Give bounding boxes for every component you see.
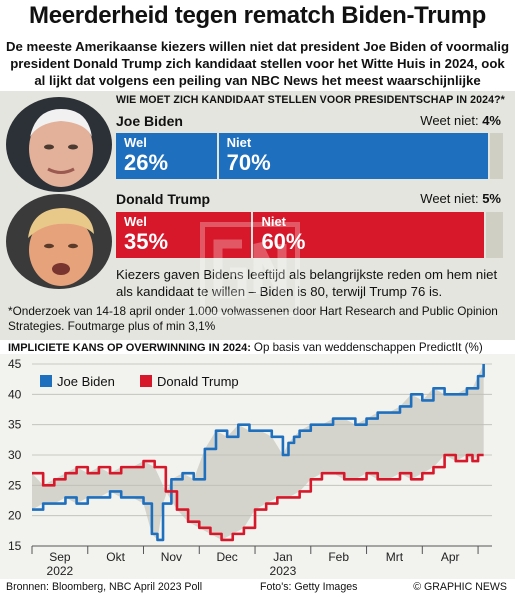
y-tick-30: 30 [8,448,22,462]
x-tick-okt: Okt [106,550,125,564]
year-label-2022: 2022 [47,564,74,578]
graphic-news-logo: © GRAPHIC NEWS [413,581,507,593]
series-line-trump [32,453,484,542]
chart-title: IMPLICIETE KANS OP OVERWINNING IN 2024: … [8,341,483,354]
trump-yes-segment: Wel 35% [116,212,252,258]
poll-question: WIE MOET ZICH KANDIDAAT STELLEN VOOR PRE… [116,94,505,106]
series-line-biden [32,364,485,542]
biden-dont-know: Weet niet: 4% [420,113,501,128]
trump-photo [6,194,112,289]
biden-no-segment: Niet 70% [216,133,488,179]
x-tick-jan: Jan [273,550,292,564]
x-tick-sep: Sep [49,550,71,564]
gap-area [32,364,484,540]
biden-name: Joe Biden [116,113,183,129]
x-tick-mrt: Mrt [386,550,404,564]
biden-bar: Wel 26% Niet 70% [116,133,503,179]
year-label-2023: 2023 [270,564,297,578]
y-tick-40: 40 [8,387,22,401]
trump-dont-know-segment [483,212,503,258]
y-tick-45: 45 [8,357,22,371]
biden-yes-segment: Wel 26% [116,133,217,179]
biden-no-value: 70% [226,150,271,175]
x-tick-dec: Dec [216,550,237,564]
biden-photo [6,97,112,192]
trump-no-value: 60% [261,229,306,254]
page-title: Meerderheid tegen rematch Biden-Trump [29,2,486,29]
x-tick-apr: Apr [441,550,460,564]
trump-dont-know-value: 5% [482,191,501,206]
trump-name: Donald Trump [116,191,211,207]
legend-label-biden: Joe Biden [57,374,115,389]
legend-swatch-biden [40,375,52,387]
trump-bar: Wel 35% Niet 60% [116,212,503,258]
probability-chart: 15 20 25 30 35 40 45 Sep Okt Nov Dec Jan Feb Mrt Apr 20… [0,354,515,579]
y-tick-15: 15 [8,539,22,553]
biden-dont-know-segment [487,133,503,179]
y-tick-35: 35 [8,418,22,432]
footnote: *Onderzoek van 14-18 april onder 1.000 v… [8,304,498,333]
biden-yes-value: 26% [124,150,169,175]
chart-subtitle: Op basis van weddenschappen PredictIt (%… [253,341,483,354]
legend-label-trump: Donald Trump [157,374,239,389]
reason-text: Kiezers gaven Bidens leeftijd als belang… [116,267,498,299]
trump-yes-value: 35% [124,229,169,254]
x-tick-nov: Nov [161,550,182,564]
biden-dont-know-value: 4% [482,113,501,128]
legend-swatch-trump [140,375,152,387]
trump-no-segment: Niet 60% [251,212,484,258]
y-tick-20: 20 [8,509,22,523]
source-note: Bronnen: Bloomberg, NBC April 2023 Poll [6,581,203,593]
photo-credit: Foto's: Getty Images [260,581,358,593]
trump-dont-know: Weet niet: 5% [420,191,501,206]
y-tick-25: 25 [8,478,22,492]
x-tick-feb: Feb [328,550,349,564]
